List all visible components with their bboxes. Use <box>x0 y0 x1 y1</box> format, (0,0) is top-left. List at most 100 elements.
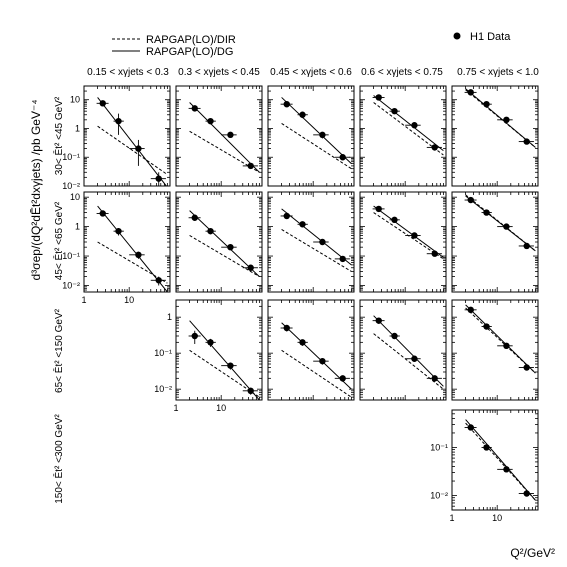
data-point <box>503 466 510 473</box>
column-headers: 0.15 < xγjets < 0.3 0.3 < xγjets < 0.45 … <box>87 67 539 78</box>
data-point <box>207 117 214 125</box>
data-point <box>431 375 438 382</box>
panel-frame <box>359 85 447 187</box>
data-point <box>391 216 398 224</box>
dir-curve <box>465 307 536 374</box>
dg-curve <box>97 205 168 292</box>
model-curves <box>189 102 260 173</box>
dg-curve <box>97 97 167 186</box>
dg-curve <box>465 419 536 501</box>
data-point <box>467 89 474 96</box>
dg-curve <box>189 102 260 173</box>
data-point <box>467 306 474 314</box>
panel-frame <box>359 191 447 293</box>
x-tick-label: 1 <box>449 513 454 523</box>
data-point <box>247 264 254 271</box>
dir-curve <box>281 229 352 272</box>
dg-curve <box>373 95 444 152</box>
model-curves <box>189 210 260 278</box>
panel-r0-c1 <box>175 85 263 187</box>
data-point <box>299 111 306 118</box>
row-label: 30< Ēt² <45 GeV² <box>53 96 65 175</box>
data-point <box>191 214 198 221</box>
model-curves <box>281 322 352 398</box>
panel-frame <box>175 85 263 187</box>
dir-curve <box>281 349 352 398</box>
y-tick-label: 10⁻¹ <box>62 251 80 261</box>
data-point <box>431 144 438 151</box>
y-tick-label: 10⁻² <box>430 491 448 501</box>
data-point <box>207 339 214 346</box>
panel-frame <box>175 299 263 401</box>
y-tick-label: 10 <box>70 95 80 105</box>
y-tick-label: 10⁻² <box>154 384 172 394</box>
y-tick-label: 10⁻² <box>62 181 80 191</box>
dg-curve <box>465 88 536 148</box>
data-point <box>483 444 490 451</box>
panel-r2-c3 <box>359 299 447 401</box>
panel-frame <box>267 191 355 293</box>
x-tick-label: 1 <box>173 403 178 413</box>
dg-curve <box>281 208 352 266</box>
row-label: 150< Ēt² <300 GeV² <box>53 414 65 504</box>
data-point <box>375 205 382 213</box>
data-point <box>411 355 418 362</box>
data-point <box>115 117 122 125</box>
model-curves <box>97 205 168 292</box>
dir-curve <box>97 241 168 284</box>
panel-frame <box>267 299 355 401</box>
panel-r1-c4 <box>451 191 539 293</box>
data-point <box>135 145 142 152</box>
data-point <box>319 131 326 139</box>
y-tick-label: 10⁻¹ <box>430 442 448 452</box>
panel-frame <box>267 85 355 187</box>
y-tick-label: 1 <box>75 222 80 232</box>
dg-curve <box>465 304 536 374</box>
data-point <box>523 138 530 145</box>
dg-curve <box>189 320 260 400</box>
data-point <box>467 196 474 204</box>
panel-r2-c2 <box>267 299 355 401</box>
y-tick-label: 1 <box>167 312 172 322</box>
data-point <box>411 122 418 129</box>
data-point <box>319 357 326 365</box>
column-header: 0.15 < xγjets < 0.3 <box>87 67 169 78</box>
dg-curve <box>465 195 536 252</box>
panel-r1-c1 <box>175 191 263 293</box>
data-point <box>299 221 306 228</box>
model-curves <box>465 304 536 374</box>
model-curves <box>373 315 444 390</box>
legend-data-label: H1 Data <box>470 31 511 43</box>
data-point <box>299 339 306 346</box>
legend-data-marker <box>453 32 461 40</box>
data-point <box>391 107 398 115</box>
data-point <box>483 323 490 330</box>
y-tick-label: 10⁻¹ <box>62 152 80 162</box>
data-point <box>283 100 290 108</box>
x-tick-label: 10 <box>124 295 134 305</box>
data-point <box>135 251 142 259</box>
panel-frame <box>451 85 539 187</box>
data-point <box>483 100 490 108</box>
data-point <box>283 324 290 332</box>
x-tick-label: 10 <box>216 403 226 413</box>
data-point <box>339 255 346 263</box>
data-point <box>503 116 510 124</box>
y-tick-label: 10⁻² <box>62 280 80 290</box>
y-tick-label: 10⁻¹ <box>154 348 172 358</box>
data-point <box>191 332 198 340</box>
legend-dg-label: RAPGAP(LO)/DG <box>146 46 233 58</box>
row-label: 45< Ēt² <65 GeV² <box>53 201 65 280</box>
column-header: 0.3 < xγjets < 0.45 <box>178 67 260 78</box>
y-axis-title: d³σep/(dQ²dĒt²dxγjets) /pb GeV⁻⁴ <box>29 100 43 281</box>
x-tick-label: 1 <box>81 295 86 305</box>
data-point <box>431 250 438 257</box>
panel-r2-c4 <box>451 299 539 401</box>
data-point <box>411 232 418 239</box>
data-point <box>99 100 106 107</box>
data-point <box>247 162 254 170</box>
data-point <box>467 424 474 431</box>
x-tick-label: 10 <box>492 513 502 523</box>
